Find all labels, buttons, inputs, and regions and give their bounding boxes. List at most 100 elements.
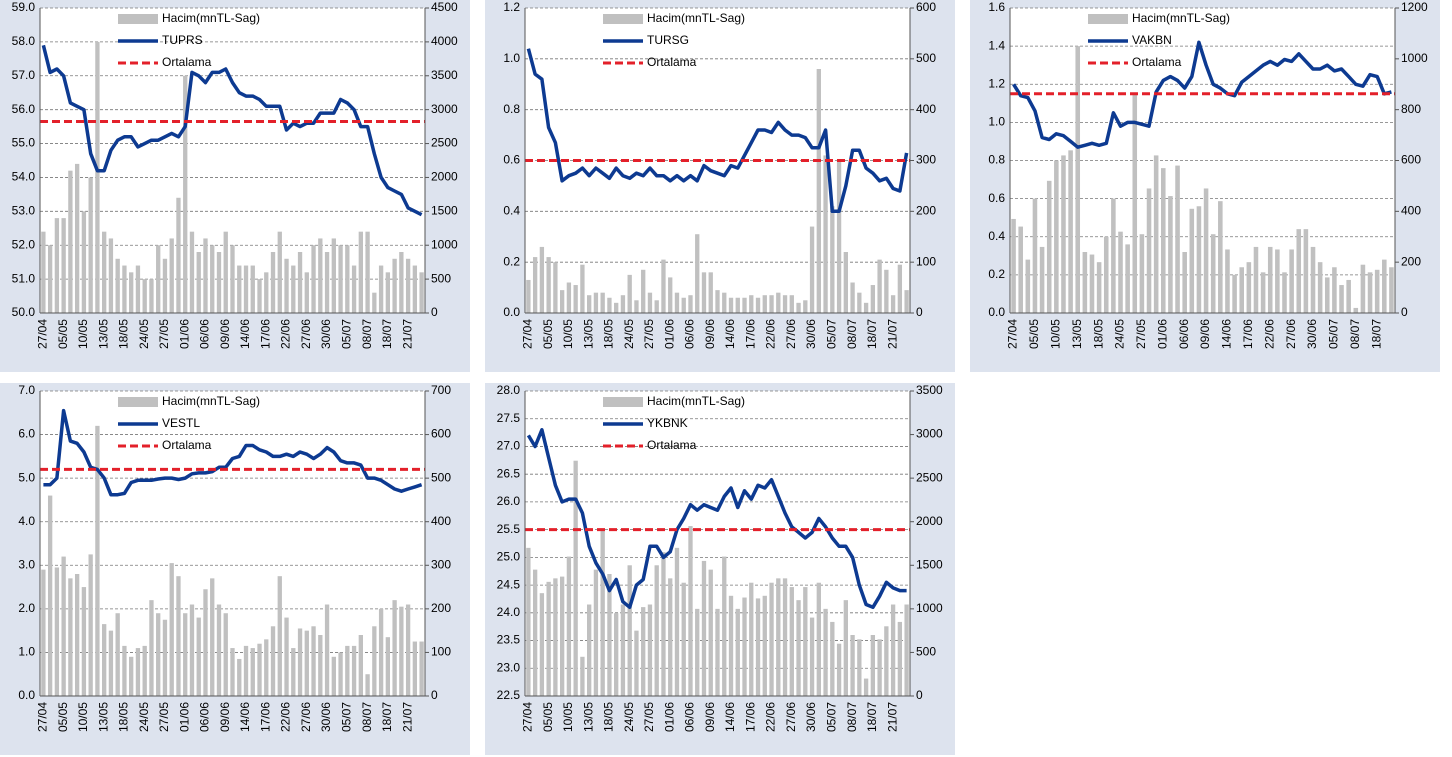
y-tick-label: 56.0 <box>12 102 36 116</box>
x-tick-label: 21/07 <box>885 319 899 349</box>
y2-tick-label: 400 <box>1401 204 1421 218</box>
volume-bar <box>385 272 391 313</box>
y-tick-label: 0.0 <box>503 305 520 319</box>
volume-bar <box>135 265 141 313</box>
volume-bar <box>304 272 309 313</box>
x-tick-label: 30/06 <box>804 319 818 349</box>
volume-bar <box>88 554 93 696</box>
volume-bar <box>216 604 222 696</box>
chart-panel: 0.0 1.0 2.0 3.0 4.0 5.0 6.0 7.0 0 100 200 300 400 500… <box>0 383 470 755</box>
volume-bar <box>620 604 626 696</box>
price-line <box>43 408 423 497</box>
volume-bar <box>210 578 215 696</box>
x-tick-label: 27/05 <box>157 319 171 349</box>
volume-bar <box>264 639 269 696</box>
volume-bar <box>297 628 303 696</box>
x-tick-label: 22/06 <box>764 319 778 349</box>
volume-bar <box>1168 196 1173 313</box>
volume-bar <box>600 292 605 313</box>
x-tick-label: 27/05 <box>642 702 656 732</box>
volume-bar <box>378 608 384 696</box>
volume-bar <box>257 279 262 313</box>
volume-bar <box>580 264 585 313</box>
volume-bar <box>95 41 100 314</box>
y-tick-label: 0.8 <box>503 102 520 116</box>
volume-bar <box>647 604 653 696</box>
volume-bar <box>129 656 134 696</box>
y2-tick-label: 200 <box>1401 254 1421 268</box>
volume-bar <box>661 552 666 696</box>
volume-bar <box>681 582 686 696</box>
volume-bar <box>526 547 531 696</box>
volume-bar <box>338 245 343 313</box>
x-tick-label: 21/07 <box>885 702 899 732</box>
x-tick-label: 06/06 <box>198 319 212 349</box>
volume-bar <box>1275 249 1280 313</box>
x-tick-label: 10/05 <box>1049 319 1063 349</box>
volume-bar <box>210 245 215 313</box>
volume-bar <box>95 425 100 696</box>
volume-bar <box>1189 208 1195 313</box>
x-tick-label: 24/05 <box>622 319 636 349</box>
volume-bar <box>1289 249 1294 313</box>
y2-tick-label: 800 <box>1401 102 1421 116</box>
x-tick-label: 21/07 <box>400 702 414 732</box>
volume-bar <box>135 648 141 696</box>
x-tick-label: 30/06 <box>319 319 333 349</box>
x-tick-label: 17/06 <box>258 702 272 732</box>
x-tick-label: 05/07 <box>824 702 838 732</box>
volume-bar <box>668 578 673 696</box>
volume-bar <box>237 658 242 696</box>
y-tick-label: 2.0 <box>18 601 35 615</box>
volume-bar <box>735 297 740 313</box>
x-tick-label: 24/05 <box>137 702 151 732</box>
y2-tick-label: 1000 <box>431 237 458 251</box>
volume-bar <box>345 645 350 696</box>
volume-bar <box>776 578 781 696</box>
x-tick-label: 13/05 <box>581 702 595 732</box>
volume-bar <box>47 495 53 696</box>
volume-bar <box>1346 279 1351 313</box>
y-tick-label: 24.5 <box>497 577 521 591</box>
volume-bar <box>196 617 201 696</box>
y-tick-label: 1.2 <box>988 76 1005 90</box>
volume-bar <box>654 300 659 313</box>
y-tick-label: 0.4 <box>988 229 1005 243</box>
x-tick-label: 27/05 <box>157 702 171 732</box>
legend-label: Ortalama <box>647 438 697 452</box>
volume-bar <box>1061 155 1066 313</box>
x-tick-label: 22/06 <box>279 702 293 732</box>
x-tick-label: 27/04 <box>521 702 535 732</box>
x-tick-label: 22/06 <box>1262 319 1276 349</box>
legend-label: VAKBN <box>1132 33 1172 47</box>
y2-tick-label: 3000 <box>916 427 943 441</box>
x-tick-label: 27/05 <box>642 319 656 349</box>
legend-label: TUPRS <box>162 33 203 47</box>
x-tick-label: 17/06 <box>743 702 757 732</box>
x-tick-label: 14/06 <box>1220 319 1234 349</box>
x-tick-label: 05/07 <box>339 319 353 349</box>
volume-bar <box>1082 252 1088 313</box>
volume-bar <box>1011 218 1016 313</box>
volume-bar <box>1089 254 1095 313</box>
y-tick-label: 28.0 <box>497 383 521 397</box>
volume-bar <box>291 265 296 313</box>
volume-bar <box>546 257 551 313</box>
volume-bar <box>237 265 242 313</box>
y2-tick-label: 300 <box>431 557 451 571</box>
x-tick-label: 27/06 <box>784 702 798 732</box>
y2-tick-label: 0 <box>1401 305 1408 319</box>
volume-bar <box>115 258 120 313</box>
volume-bar <box>392 600 397 696</box>
volume-bar <box>1096 262 1102 313</box>
volume-bar <box>870 285 876 313</box>
volume-bar <box>1139 234 1145 313</box>
volume-bar <box>897 264 903 313</box>
volume-bar <box>183 613 188 696</box>
volume-bar <box>674 292 680 313</box>
volume-bar <box>708 272 713 313</box>
y-tick-label: 55.0 <box>12 136 36 150</box>
volume-bar <box>830 206 835 313</box>
volume-bar <box>142 279 147 313</box>
volume-bar <box>722 292 727 313</box>
